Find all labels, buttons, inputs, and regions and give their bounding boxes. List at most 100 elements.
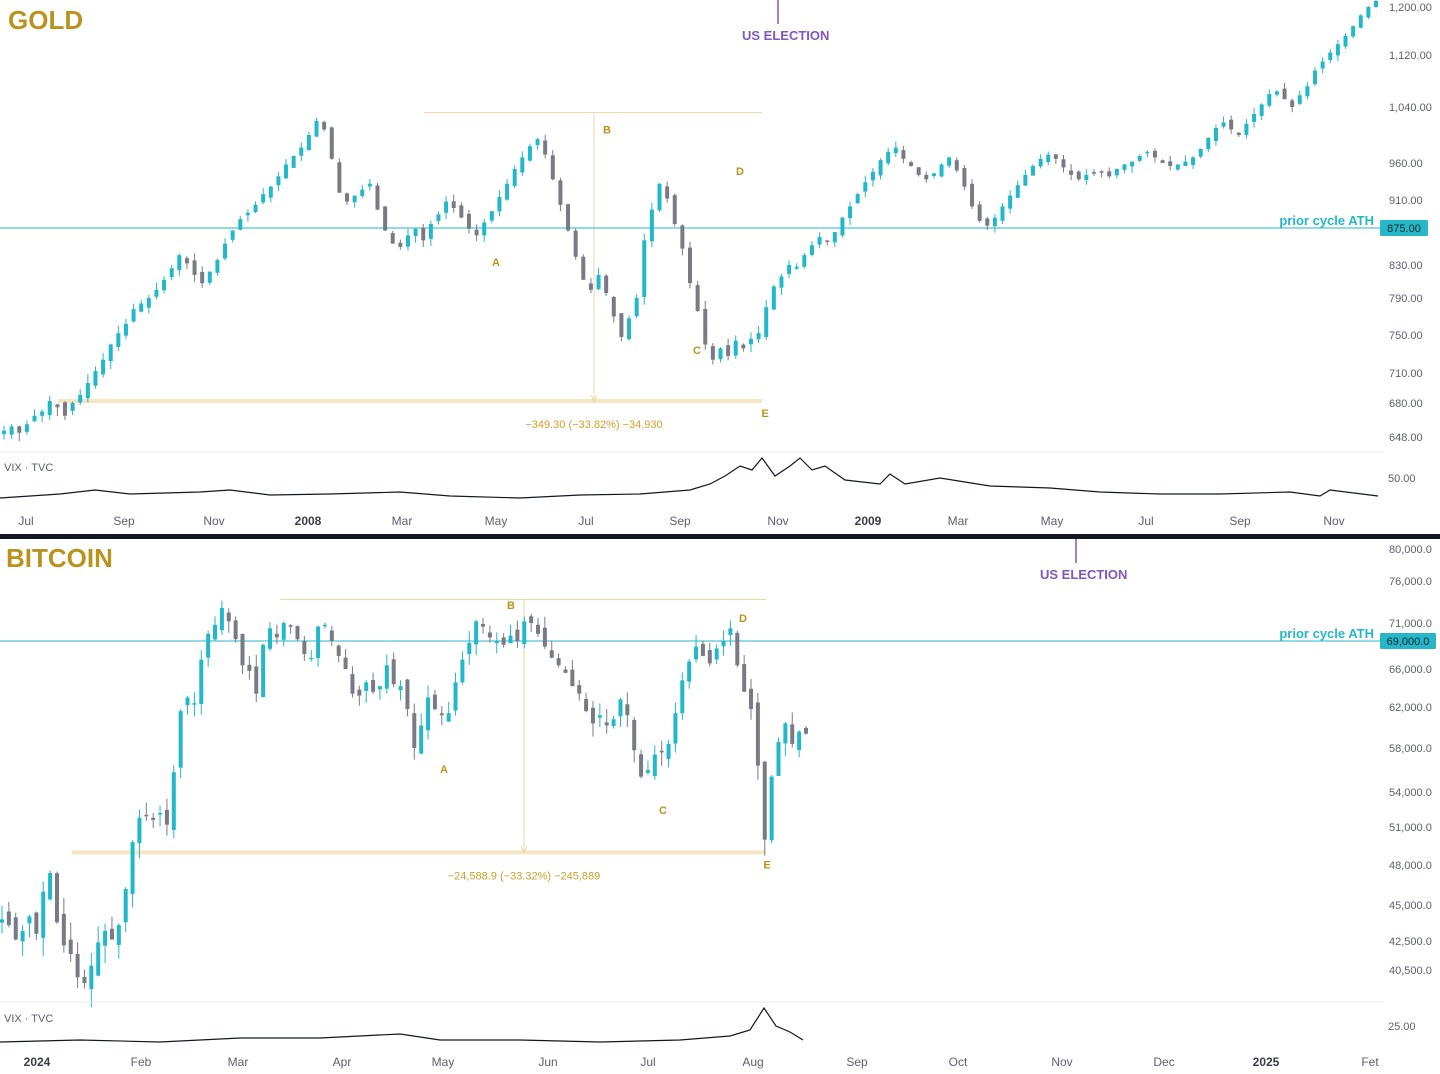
candle-body <box>901 150 906 159</box>
candle-body <box>970 183 975 207</box>
btc-price-tick: 80,000.0 <box>1389 544 1432 556</box>
candle-body <box>375 185 380 210</box>
wave-label-d: D <box>739 613 747 625</box>
candle-body <box>337 162 342 193</box>
candle-body <box>482 222 487 236</box>
candle-body <box>162 279 167 291</box>
gold-ath-price-tag-text: 875.00 <box>1387 223 1421 235</box>
candle-body <box>962 168 967 187</box>
candle-body <box>688 247 692 284</box>
candle-body <box>309 657 314 660</box>
candle-body <box>1358 15 1363 28</box>
btc-time-tick: Nov <box>1051 1055 1072 1069</box>
candle-body <box>497 197 502 212</box>
candle-body <box>405 679 410 710</box>
gold-price-tick: 960.00 <box>1389 158 1423 170</box>
candle-body <box>169 268 174 278</box>
wave-label-b: B <box>507 600 515 612</box>
candle-body <box>1320 61 1325 69</box>
btc-time-tick: 2024 <box>24 1055 51 1069</box>
candle-body <box>398 242 403 247</box>
candle-body <box>398 686 403 691</box>
candle-body <box>384 665 389 689</box>
candle-body <box>581 256 586 280</box>
candle-body <box>474 229 479 236</box>
candle-body <box>794 266 799 269</box>
candle-body <box>276 176 281 186</box>
candle-body <box>700 643 705 656</box>
candle-body <box>1046 154 1051 163</box>
candle-body <box>627 318 632 339</box>
wave-label-e: E <box>763 859 770 871</box>
candle-body <box>116 925 121 945</box>
candle-body <box>123 323 128 336</box>
gold-time-axis[interactable]: Jul Sep Nov 2008 Mar May Jul Sep Nov 2009 Mar May Ju… <box>18 514 1344 528</box>
candle-body <box>24 424 29 432</box>
candle-body <box>360 189 365 196</box>
candle-body <box>563 669 568 673</box>
candle-body <box>85 383 90 399</box>
bitcoin-price-scale[interactable]: 80,000.0 76,000.0 71,000.0 66,000.0 62,000.0… <box>1389 544 1432 977</box>
candle-body <box>322 122 327 130</box>
candle-body <box>718 348 723 360</box>
candle-body <box>840 217 845 236</box>
gold-panel: A B C D E US ELECTION prior cycle ATH 875.00… <box>0 0 1432 528</box>
gold-price-scale[interactable]: 1,200.00 1,120.00 1,040.00 960.00 910.00 830.… <box>1389 2 1432 444</box>
candle-body <box>177 255 182 271</box>
candle-body <box>27 916 32 924</box>
candle-body <box>1168 161 1173 166</box>
candle-body <box>1091 172 1096 174</box>
candle-body <box>32 415 37 422</box>
candle-body <box>215 260 220 273</box>
btc-time-tick: Sep <box>846 1055 868 1069</box>
gold-vix-scale-value: 50.00 <box>1388 473 1416 485</box>
candle-body <box>1335 44 1340 56</box>
candle-body <box>82 977 87 984</box>
candle-body <box>184 258 189 264</box>
candle-body <box>322 624 327 627</box>
candle-body <box>54 873 59 923</box>
candle-body <box>645 770 650 773</box>
candle-body <box>164 809 169 825</box>
candle-body <box>756 333 761 340</box>
candle-body <box>735 632 740 666</box>
bitcoin-candles <box>0 600 808 1008</box>
btc-price-tick: 54,000.0 <box>1389 787 1432 799</box>
bitcoin-time-axis[interactable]: 2024 Feb Mar Apr May Jun Jul Aug Sep Oct Nov Dec 202… <box>24 1055 1380 1069</box>
gold-time-tick: Mar <box>392 514 413 528</box>
btc-price-tick: 48,000.0 <box>1389 860 1432 872</box>
bitcoin-measure-label: −24,588.9 (−33.32%) −245,889 <box>448 870 601 882</box>
candle-body <box>34 912 39 934</box>
btc-time-tick: May <box>432 1055 455 1069</box>
candle-body <box>832 232 837 243</box>
candle-body <box>542 627 547 647</box>
candle-body <box>825 240 830 242</box>
bitcoin-title: BITCOIN <box>6 543 113 573</box>
candle-body <box>790 724 795 744</box>
candle-body <box>1152 150 1157 158</box>
candle-body <box>714 648 719 660</box>
candle-body <box>268 186 273 198</box>
candle-body <box>680 225 685 249</box>
candle-body <box>274 633 279 638</box>
candle-body <box>192 260 197 275</box>
candle-body <box>1038 158 1043 167</box>
candle-body <box>604 722 609 726</box>
candle-body <box>101 359 106 375</box>
candle-body <box>1084 174 1089 181</box>
btc-time-tick: Feb <box>131 1055 152 1069</box>
gold-price-tick: 910.00 <box>1389 195 1423 207</box>
candle-body <box>2 430 6 435</box>
candle-body <box>783 723 788 744</box>
candle-body <box>459 205 464 218</box>
candle-body <box>549 650 554 658</box>
candle-body <box>1305 86 1310 97</box>
candle-body <box>665 186 670 199</box>
candle-body <box>741 344 746 349</box>
candle-body <box>233 620 238 640</box>
candle-body <box>1114 168 1119 176</box>
candle-body <box>295 626 300 640</box>
candle-body <box>597 715 602 718</box>
btc-time-tick: Aug <box>742 1055 763 1069</box>
candle-body <box>755 702 760 766</box>
